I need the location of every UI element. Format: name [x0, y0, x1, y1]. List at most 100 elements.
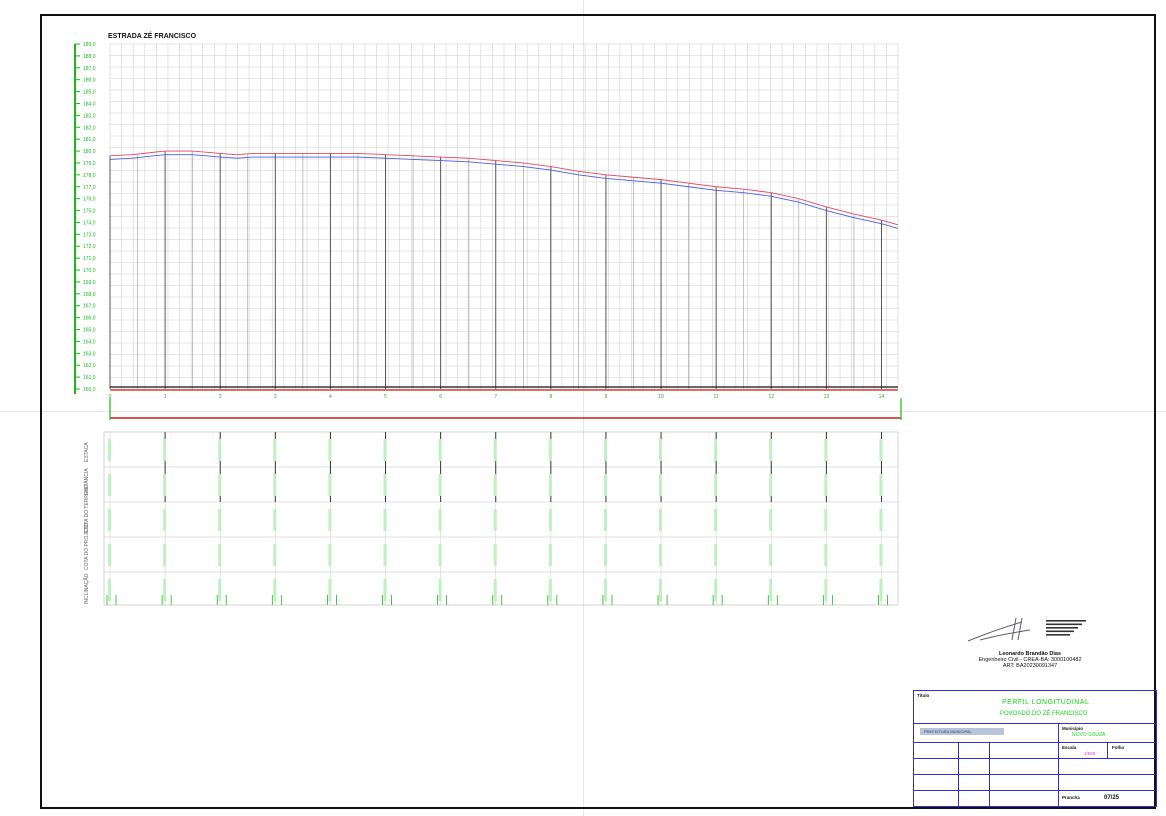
x-tick-label: 4	[329, 394, 332, 400]
cell-value-mark	[714, 474, 718, 496]
cell-value-mark	[548, 544, 552, 566]
tb-escala-value: 1/500	[1084, 751, 1096, 756]
y-tick-label: 189,0	[83, 42, 96, 48]
cell-value-mark	[548, 439, 552, 461]
tb-divider	[914, 758, 1155, 759]
cell-value-mark	[824, 579, 828, 601]
y-tick-label: 184,0	[83, 101, 96, 107]
x-tick-label: 2	[219, 394, 222, 400]
signature-block: Leonardo Brandão Dias Engenheiro Civil -…	[955, 612, 1105, 669]
y-tick-label: 183,0	[83, 113, 96, 119]
cell-value-mark	[603, 509, 607, 531]
cell-value-mark	[383, 544, 387, 566]
cell-value-mark	[218, 509, 222, 531]
cell-value-mark	[328, 544, 332, 566]
cell-value-mark	[108, 439, 111, 461]
tb-divider	[1058, 723, 1059, 806]
cell-value-mark	[273, 579, 277, 601]
profile-data-table	[103, 431, 899, 606]
digital-stamp-line	[1046, 634, 1070, 636]
x-tick-label: 3	[274, 394, 277, 400]
y-tick-label: 182,0	[83, 125, 96, 131]
signature-scribble	[967, 617, 1086, 642]
x-tick-label: 13	[824, 394, 830, 400]
y-tick-label: 188,0	[83, 54, 96, 60]
tb-divider	[1107, 742, 1108, 758]
cell-value-mark	[603, 439, 607, 461]
cell-value-mark	[163, 544, 167, 566]
y-tick-label: 176,0	[83, 197, 96, 203]
y-tick-label: 160,0	[83, 387, 96, 393]
tb-main-title: PERFIL LONGITUDINAL	[1002, 699, 1090, 706]
cell-value-mark	[493, 544, 497, 566]
cell-value-mark	[218, 439, 222, 461]
drawing-sheet-border	[40, 14, 1156, 809]
cell-value-mark	[273, 439, 277, 461]
y-tick-label: 186,0	[83, 78, 96, 84]
engineer-name: Leonardo Brandão Dias	[998, 651, 1062, 657]
cell-value-mark	[493, 509, 497, 531]
x-tick-label: 10	[658, 394, 664, 400]
cell-value-mark	[108, 579, 111, 601]
cell-value-mark	[328, 439, 332, 461]
tb-escala-label: Escala	[1062, 745, 1077, 750]
profile-base	[109, 386, 902, 420]
tb-divider	[914, 774, 1155, 775]
drawing-title: ESTRADA ZÉ FRANCISCO	[108, 33, 197, 40]
x-tick-label: 12	[768, 394, 774, 400]
stake-lines: 0 1 2 3 4 5 6 7 8 9 10 11 12 13 14	[109, 151, 885, 400]
cell-value-mark	[163, 474, 167, 496]
tb-prancha-label: Prancha	[1062, 795, 1080, 800]
digital-stamp-line	[1046, 630, 1074, 633]
cell-value-mark	[769, 474, 773, 496]
profile-line-terreno	[109, 150, 899, 226]
y-tick-label: 161,0	[83, 375, 96, 381]
tb-logo: PREFEITURA MUNICIPAL	[920, 728, 1004, 735]
cell-value-mark	[824, 544, 828, 566]
cell-value-mark	[714, 579, 718, 601]
cell-value-mark	[879, 439, 883, 461]
cell-value-mark	[328, 474, 332, 496]
table-frame	[103, 431, 899, 606]
cell-value-mark	[714, 544, 718, 566]
cell-value-mark	[438, 579, 442, 601]
cell-value-mark	[824, 509, 828, 531]
cell-value-mark	[769, 439, 773, 461]
signature-stroke	[967, 617, 1031, 642]
tb-divider	[914, 723, 1155, 724]
cell-value-mark	[603, 474, 607, 496]
y-tick-label: 168,0	[83, 292, 96, 298]
tb-prancha-value: 07/25	[1104, 795, 1120, 801]
tb-subtitle: POVOADO DO ZÉ FRANCISCO	[1000, 711, 1088, 717]
cell-value-mark	[218, 474, 222, 496]
y-tick-label: 177,0	[83, 185, 96, 191]
cell-value-mark	[548, 509, 552, 531]
tb-divider	[958, 742, 959, 806]
x-tick-label: 7	[494, 394, 497, 400]
x-tick-label: 14	[879, 394, 885, 400]
tb-divider	[914, 742, 1155, 743]
cell-value-mark	[714, 439, 718, 461]
y-tick-label: 169,0	[83, 280, 96, 286]
y-tick-label: 170,0	[83, 268, 96, 274]
cell-value-mark	[879, 509, 883, 531]
tb-divider	[914, 790, 1155, 791]
cell-value-mark	[493, 439, 497, 461]
cell-value-mark	[163, 439, 167, 461]
y-tick-label: 174,0	[83, 220, 96, 226]
cell-value-mark	[163, 579, 167, 601]
profile-grid	[109, 43, 899, 390]
digital-stamp-line	[1046, 623, 1082, 626]
cell-value-mark	[548, 474, 552, 496]
cell-value-mark	[548, 579, 552, 601]
cell-value-mark	[383, 509, 387, 531]
y-tick-label: 185,0	[83, 90, 96, 96]
cell-value-mark	[769, 544, 773, 566]
x-tick-label: 0	[109, 394, 112, 400]
engineer-art: ART: BA20230091347	[1002, 663, 1058, 669]
cell-value-mark	[659, 544, 663, 566]
row-label-estaca: ESTACA	[84, 442, 90, 462]
cell-value-mark	[879, 474, 883, 496]
engineer-title: Engenheiro Civil - CREA-BA: 3000100482	[978, 657, 1082, 663]
